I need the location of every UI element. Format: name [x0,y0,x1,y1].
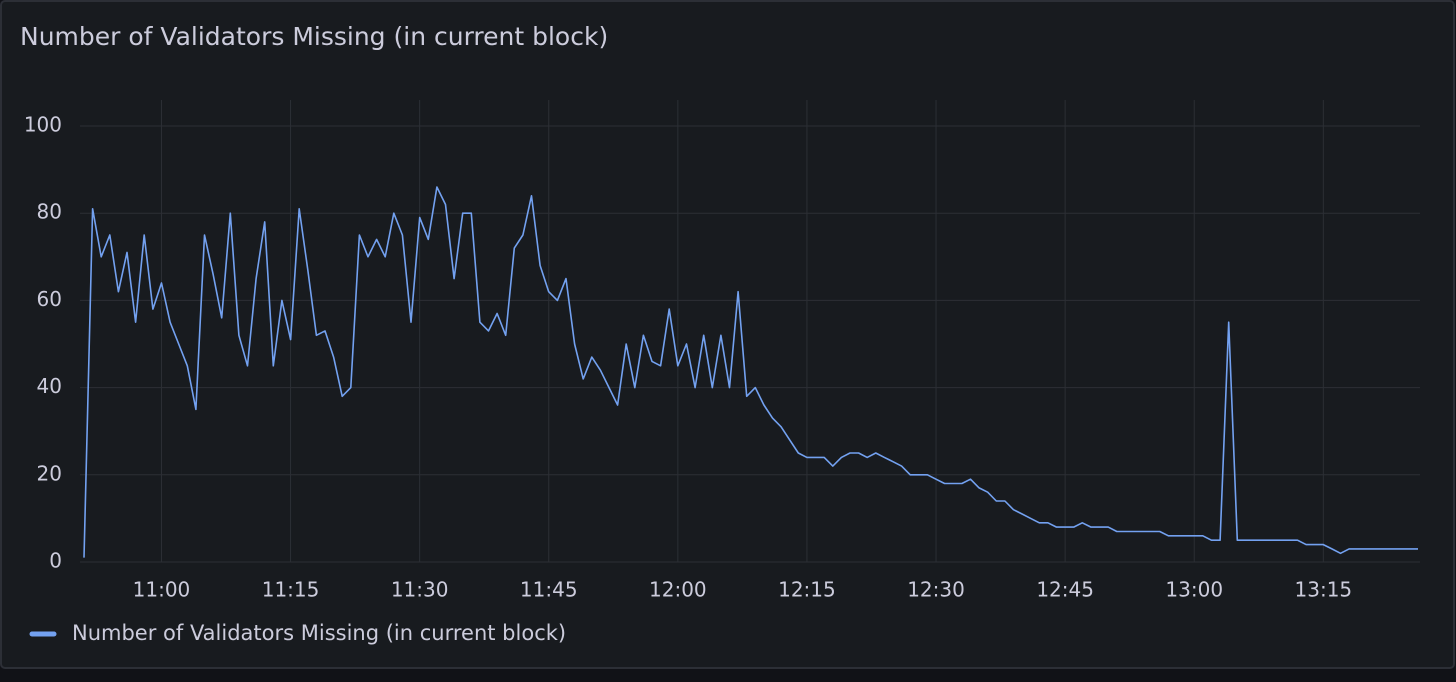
x-tick-label: 12:45 [1036,578,1094,602]
y-tick-label: 20 [37,461,62,485]
x-tick-label: 12:30 [907,578,965,602]
x-tick-label: 12:00 [649,578,707,602]
x-tick-label: 11:00 [133,578,191,602]
y-tick-label: 0 [49,549,62,573]
x-tick-label: 13:15 [1295,578,1353,602]
y-tick-label: 40 [37,374,62,398]
x-tick-label: 11:45 [520,578,578,602]
x-tick-label: 11:30 [391,578,449,602]
y-tick-label: 80 [37,200,62,224]
panel-title: Number of Validators Missing (in current… [20,22,608,51]
x-tick-label: 13:00 [1165,578,1223,602]
x-tick-label: 11:15 [262,578,320,602]
y-tick-label: 60 [37,287,62,311]
legend-label: Number of Validators Missing (in current… [72,621,566,645]
y-tick-label: 100 [24,113,62,137]
x-tick-label: 12:15 [778,578,836,602]
series-line [83,186,1418,558]
